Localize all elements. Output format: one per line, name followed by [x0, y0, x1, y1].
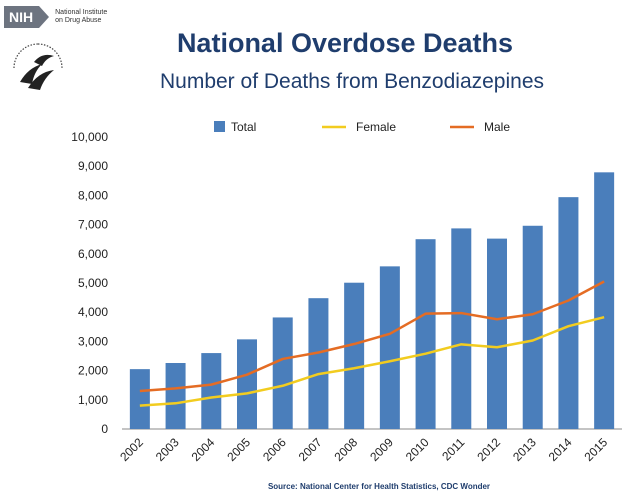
- bar-total: [165, 363, 186, 429]
- y-tick-label: 2,000: [78, 364, 108, 378]
- bar-total: [558, 197, 579, 429]
- chart-title: National Overdose Deaths: [176, 28, 514, 58]
- y-tick-label: 5,000: [78, 276, 108, 290]
- legend-label-male: Male: [484, 120, 510, 134]
- x-tick-label: 2007: [296, 435, 325, 464]
- bar-total: [237, 339, 257, 429]
- x-tick-label: 2013: [510, 435, 539, 464]
- x-tick-label: 2010: [403, 435, 432, 464]
- x-tick-label: 2006: [260, 435, 289, 464]
- y-tick-label: 6,000: [78, 247, 108, 261]
- y-tick-label: 9,000: [78, 159, 108, 173]
- chart-subtitle-container: Number of Deaths from Benzodiazepines: [0, 70, 626, 94]
- bar-total: [415, 239, 436, 429]
- source-note-container: Source: National Center for Health Stati…: [0, 482, 626, 491]
- y-tick-label: 10,000: [71, 130, 108, 144]
- y-tick-label: 4,000: [78, 305, 108, 319]
- bar-total: [451, 228, 472, 429]
- bar-total: [201, 353, 222, 429]
- x-tick-label: 2015: [581, 435, 610, 464]
- legend: Total Female Male: [214, 120, 510, 134]
- x-tick-label: 2004: [189, 435, 218, 464]
- chart-title-container: National Overdose Deaths: [0, 28, 626, 59]
- x-tick-label: 2003: [153, 435, 182, 464]
- y-tick-label: 7,000: [78, 218, 108, 232]
- bar-total: [129, 369, 150, 429]
- bar-total: [487, 238, 507, 429]
- x-tick-label: 2009: [367, 435, 396, 464]
- y-tick-label: 0: [101, 422, 108, 436]
- nih-institute-name: National Institute on Drug Abuse: [55, 9, 107, 25]
- bar-total: [344, 282, 365, 429]
- x-tick-label: 2012: [474, 435, 503, 464]
- x-tick-label: 2002: [117, 435, 146, 464]
- nih-name-line1: National Institute: [55, 9, 108, 16]
- legend-label-female: Female: [356, 120, 396, 134]
- hhs-seal-icon: [13, 43, 63, 90]
- bar-total: [594, 172, 615, 429]
- bar-total: [522, 225, 543, 429]
- nih-logo: NIH National Institute on Drug Abuse: [4, 6, 107, 28]
- bar-total: [272, 317, 293, 429]
- source-note: Source: National Center for Health Stati…: [267, 482, 491, 491]
- nih-badge: NIH: [4, 6, 50, 28]
- y-tick-label: 1,000: [78, 393, 108, 407]
- x-tick-label: 2008: [331, 435, 360, 464]
- x-tick-label: 2005: [224, 435, 253, 464]
- x-tick-label: 2014: [546, 435, 575, 464]
- y-tick-label: 8,000: [78, 188, 108, 202]
- bar-total: [308, 298, 329, 429]
- line-male: [139, 280, 605, 393]
- y-tick-label: 3,000: [78, 334, 108, 348]
- bar-total: [379, 266, 400, 429]
- legend-label-total: Total: [231, 120, 256, 134]
- line-female: [139, 315, 605, 407]
- nih-name-line2: on Drug Abuse: [55, 17, 102, 24]
- legend-swatch-total: [214, 121, 225, 132]
- chart-subtitle: Number of Deaths from Benzodiazepines: [159, 70, 545, 93]
- x-tick-label: 2011: [439, 435, 467, 463]
